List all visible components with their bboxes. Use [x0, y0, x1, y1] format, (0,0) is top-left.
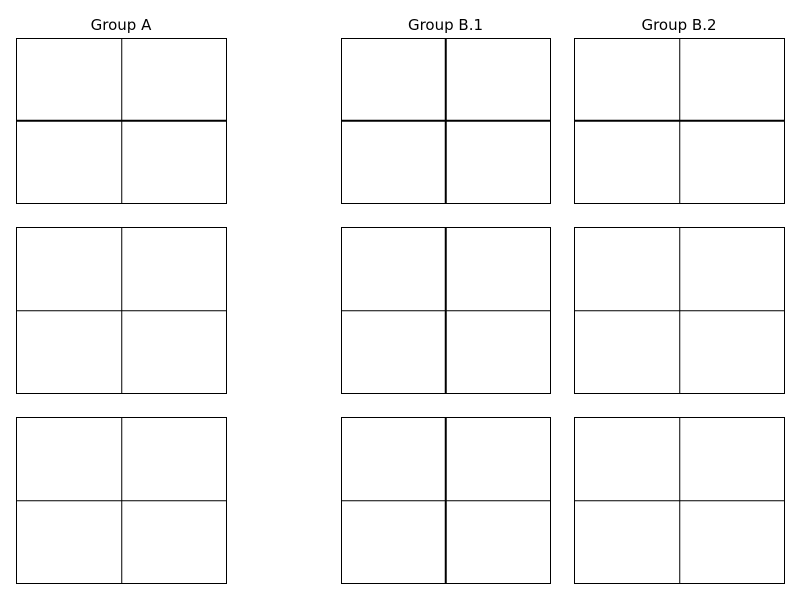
horizontal-divider	[342, 499, 550, 501]
horizontal-divider	[17, 309, 226, 311]
group-a-panel-3	[16, 417, 227, 584]
group-b2-panel-3	[574, 417, 785, 584]
horizontal-divider	[342, 309, 550, 311]
group-b2-title: Group B.2	[641, 16, 717, 34]
group-b2-panel-2	[574, 227, 785, 394]
horizontal-divider	[17, 119, 226, 122]
group-a-panel-2	[16, 227, 227, 394]
horizontal-divider	[575, 119, 784, 122]
horizontal-divider	[342, 119, 550, 122]
horizontal-divider	[17, 499, 226, 501]
group-b1-title: Group B.1	[407, 16, 484, 34]
group-a-title: Group A	[90, 16, 152, 34]
horizontal-divider	[575, 499, 784, 501]
group-b1-panel-1	[341, 38, 551, 204]
group-a-panel-1	[16, 38, 227, 204]
group-b1-panel-3	[341, 417, 551, 584]
group-b1-panel-2	[341, 227, 551, 394]
horizontal-divider	[575, 309, 784, 311]
group-b2-panel-1	[574, 38, 785, 204]
